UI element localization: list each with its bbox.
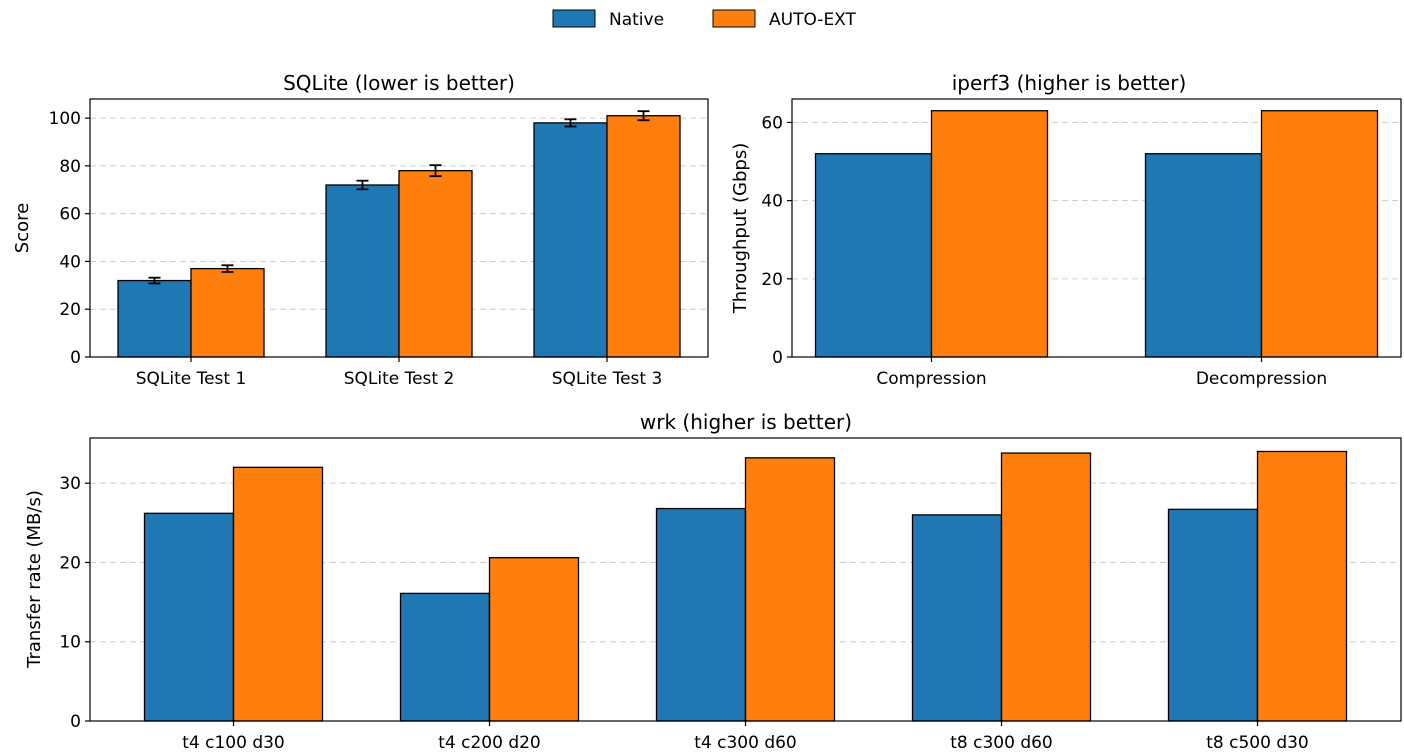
iperf3-chart: iperf3 (higher is better) Throughput (Gb…: [730, 71, 1402, 389]
chart-title: SQLite (lower is better): [283, 71, 515, 95]
legend-swatch-native: [552, 9, 596, 28]
x-tick-label: t4 c100 d30: [182, 733, 285, 752]
y-ticks: 0 20 40 60 80 100: [49, 109, 90, 368]
chart-title: iperf3 (higher is better): [952, 71, 1187, 95]
wrk-chart: wrk (higher is better) Transfer rate (MB…: [24, 410, 1402, 753]
error-bar: [637, 110, 650, 122]
bar-auto-ext: [930, 110, 1049, 358]
y-axis-label: Throughput (Gbps): [730, 143, 751, 315]
bars: [117, 110, 681, 358]
bar-native: [1167, 508, 1259, 722]
error-bar: [564, 118, 577, 128]
x-tick-label: t4 c300 d60: [694, 733, 797, 752]
bar-native: [911, 514, 1003, 722]
x-tick-label: Decompression: [1196, 369, 1327, 389]
bar-auto-ext: [1000, 452, 1092, 722]
bar-auto-ext: [606, 115, 681, 358]
y-tick-label: 0: [772, 348, 783, 368]
bar-auto-ext: [398, 170, 473, 358]
legend-swatch-auto-ext: [712, 9, 756, 28]
y-tick-label: 10: [59, 633, 81, 653]
y-tick-label: 0: [70, 712, 81, 732]
x-ticks: SQLite Test 1 SQLite Test 2 SQLite Test 3: [136, 357, 663, 389]
legend-label-auto-ext: AUTO-EXT: [769, 10, 857, 30]
error-bar: [356, 179, 369, 191]
x-ticks: Compression Decompression: [876, 357, 1327, 389]
bar-native: [814, 153, 933, 358]
y-tick-label: 20: [59, 300, 81, 320]
bar-native: [325, 184, 400, 358]
bar-auto-ext: [744, 457, 836, 722]
chart-title: wrk (higher is better): [640, 410, 852, 434]
y-tick-label: 20: [59, 553, 81, 573]
y-tick-label: 80: [59, 157, 81, 177]
x-ticks: t4 c100 d30 t4 c200 d20 t4 c300 d60 t8 c300…: [182, 721, 1309, 753]
error-bar: [148, 276, 161, 285]
sqlite-chart: SQLite (lower is better) Score 0 20 40 60 80…: [12, 71, 709, 389]
y-tick-label: 20: [761, 270, 783, 290]
x-tick-label: SQLite Test 3: [552, 369, 663, 389]
x-tick-label: SQLite Test 2: [344, 369, 455, 389]
y-tick-label: 40: [761, 192, 783, 212]
y-tick-label: 40: [59, 252, 81, 272]
y-tick-label: 60: [761, 113, 783, 133]
y-tick-label: 0: [70, 348, 81, 368]
error-bar: [429, 164, 442, 178]
bar-native: [143, 512, 235, 722]
bar-auto-ext: [232, 466, 324, 722]
y-axis-label: Transfer rate (MB/s): [24, 490, 45, 669]
bar-auto-ext: [1256, 450, 1348, 722]
y-axis-label: Score: [12, 203, 33, 253]
y-tick-label: 30: [59, 474, 81, 494]
y-tick-label: 60: [59, 205, 81, 225]
x-tick-label: SQLite Test 1: [136, 369, 247, 389]
x-tick-label: t4 c200 d20: [438, 733, 541, 752]
bars: [814, 110, 1379, 358]
bar-native: [533, 122, 608, 358]
bar-native: [117, 279, 192, 358]
x-tick-label: t8 c500 d30: [1206, 733, 1309, 752]
bar-native: [399, 592, 491, 722]
bar-native: [1144, 153, 1263, 358]
bar-native: [655, 507, 747, 722]
bar-auto-ext: [1260, 110, 1379, 358]
y-ticks: 0 20 40 60: [761, 113, 792, 368]
y-tick-label: 100: [49, 109, 81, 129]
x-tick-label: Compression: [876, 369, 986, 389]
legend: Native AUTO-EXT: [552, 9, 857, 30]
y-ticks: 0 10 20 30: [59, 474, 90, 732]
legend-label-native: Native: [609, 10, 664, 30]
bar-auto-ext: [190, 267, 265, 358]
error-bar: [221, 264, 234, 273]
bars: [143, 450, 1348, 722]
plot-frame: [791, 98, 1402, 358]
x-tick-label: t8 c300 d60: [950, 733, 1053, 752]
bar-auto-ext: [488, 557, 580, 722]
